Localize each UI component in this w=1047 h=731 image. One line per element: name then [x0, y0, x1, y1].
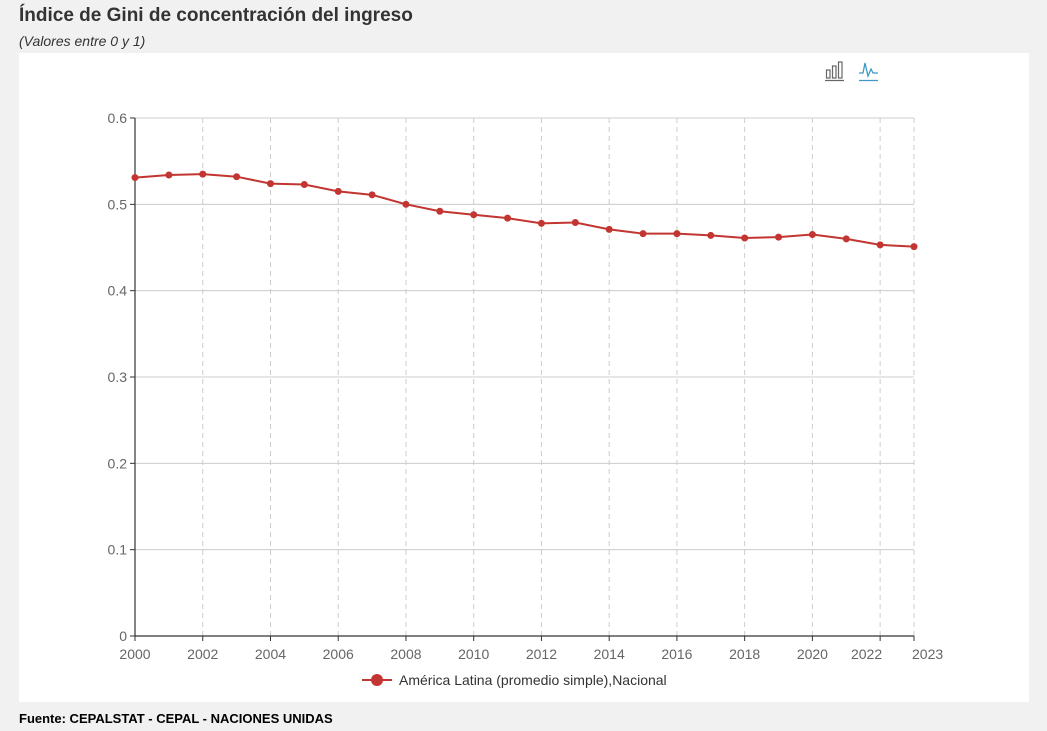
- line-chart-icon[interactable]: [859, 61, 879, 82]
- data-point: [808, 231, 816, 239]
- x-tick-label: 2012: [526, 646, 557, 662]
- data-point: [707, 231, 715, 239]
- y-tick-label: 0.5: [108, 196, 128, 212]
- data-point: [131, 174, 139, 182]
- y-tick-label: 0.2: [108, 455, 128, 471]
- data-point: [436, 207, 444, 215]
- legend-marker: [371, 674, 383, 686]
- x-tick-label: 2014: [594, 646, 625, 662]
- x-tick-label: 2010: [458, 646, 489, 662]
- data-point: [199, 170, 207, 178]
- source-footer: Fuente: CEPALSTAT - CEPAL - NACIONES UNI…: [19, 711, 333, 726]
- y-tick-label: 0: [119, 628, 127, 644]
- data-point: [504, 214, 512, 222]
- y-tick-label: 0.3: [108, 369, 128, 385]
- data-point: [165, 171, 173, 179]
- data-point: [775, 233, 783, 241]
- data-point: [910, 243, 918, 251]
- page-subtitle: (Valores entre 0 y 1): [19, 33, 146, 49]
- data-point: [876, 241, 884, 249]
- data-point: [639, 230, 647, 238]
- legend[interactable]: América Latina (promedio simple),Naciona…: [362, 672, 667, 688]
- data-point: [842, 235, 850, 243]
- data-point: [673, 230, 681, 238]
- x-tick-label: 2022: [851, 646, 882, 662]
- y-tick-label: 0.4: [108, 283, 128, 299]
- data-point: [266, 180, 274, 188]
- legend-label: América Latina (promedio simple),Naciona…: [399, 672, 667, 688]
- data-point: [741, 234, 749, 242]
- x-tick-label: 2018: [729, 646, 760, 662]
- x-tick-label: 2008: [390, 646, 421, 662]
- x-tick-label: 2016: [661, 646, 692, 662]
- data-point: [368, 191, 376, 199]
- grid-layer: [135, 117, 915, 636]
- data-point: [334, 187, 342, 195]
- x-tick-label: 2020: [797, 646, 828, 662]
- data-point: [571, 218, 579, 226]
- data-point: [402, 200, 410, 208]
- data-point: [470, 211, 478, 219]
- x-tick-label: 2000: [119, 646, 150, 662]
- data-point: [605, 225, 613, 233]
- data-point: [233, 173, 241, 181]
- series-layer: [131, 170, 918, 251]
- series-line: [134, 173, 915, 248]
- x-tick-label: 2023: [912, 646, 943, 662]
- x-tick-label: 2004: [255, 646, 286, 662]
- data-point: [300, 180, 308, 188]
- y-tick-label: 0.6: [108, 110, 128, 126]
- data-point: [537, 219, 545, 227]
- axis-layer: 0 0.1 0.2 0.3 0.4 0.5 0.6 2000 2002 2004 2006 2008 2…: [108, 110, 944, 662]
- line-chart: 0 0.1 0.2 0.3 0.4 0.5 0.6 2000 2002 2004 2006 2008 2…: [108, 61, 944, 688]
- page-title: Índice de Gini de concentración del ingr…: [19, 5, 413, 26]
- bar-chart-icon[interactable]: [825, 61, 845, 82]
- chart-panel: 0 0.1 0.2 0.3 0.4 0.5 0.6 2000 2002 2004 2006 2008 2…: [19, 53, 1029, 702]
- x-tick-label: 2002: [187, 646, 218, 662]
- y-tick-label: 0.1: [108, 542, 128, 558]
- x-tick-label: 2006: [323, 646, 354, 662]
